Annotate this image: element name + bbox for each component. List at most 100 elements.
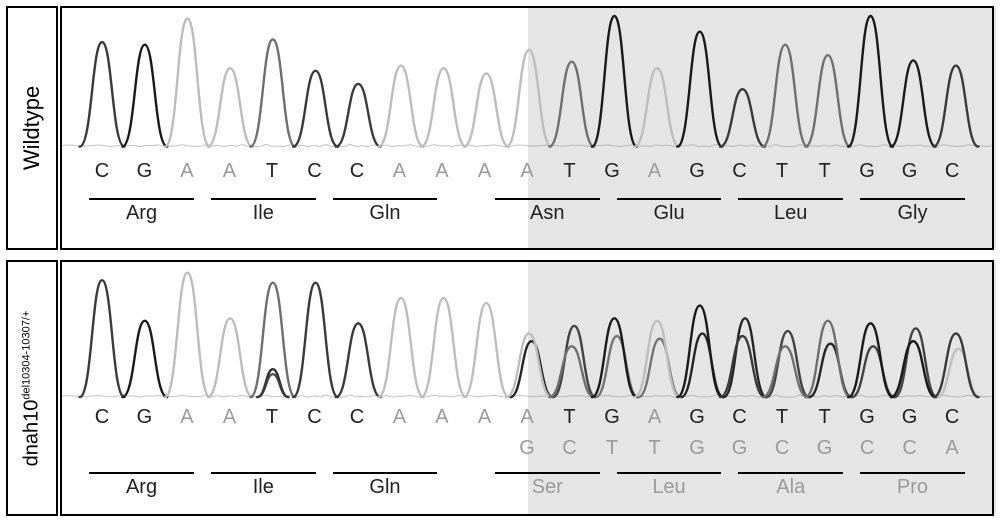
amino-acid-underline [738,198,843,200]
base-letter: A [208,406,251,429]
amino-acid-label: Ile [253,202,274,225]
base-letter: C [931,406,974,429]
base-letter: C [336,406,379,429]
base-letter: T [761,160,804,183]
base-letter: C [336,160,379,183]
base-letter: C [888,437,931,460]
base-letter: G [676,160,719,183]
amino-acid-underline [738,472,843,474]
base-letter: T [251,406,294,429]
base-letter: G [506,437,549,460]
base-letter: G [591,160,634,183]
chromatogram-trace-wildtype [62,12,992,149]
base-letter: C [293,406,336,429]
base-letter: T [548,160,591,183]
amino-acid-cell: Leu [608,472,730,499]
amino-acid-underline [89,198,194,200]
amino-acid-underline [860,198,965,200]
amino-acid-cell: Glu [608,198,730,225]
track-label-text: Wildtype [19,86,45,170]
base-letter: C [81,406,124,429]
amino-acid-cell: Leu [730,198,852,225]
track-label-text: dnah10del10304-10307/+ [21,310,44,466]
base-letter: A [378,160,421,183]
amino-acid-cell: Ile [202,472,324,499]
amino-acid-cell: Gly [852,198,974,225]
base-letter: G [803,437,846,460]
amino-acid-label: Arg [126,476,157,499]
base-letter: G [123,160,166,183]
amino-acid-label: Leu [652,476,685,499]
base-letter: A [166,160,209,183]
base-letter: A [463,160,506,183]
amino-acid-label: Glu [653,202,684,225]
amino-acid-label: Pro [897,476,928,499]
amino-acid-underline [211,472,316,474]
amino-acid-label: Leu [774,202,807,225]
amino-acid-underline [617,198,722,200]
base-letters-row: CGAATCCAAAATGAGCTTGGC [62,405,992,429]
amino-acid-underline [617,472,722,474]
base-letter: C [761,437,804,460]
base-letter: A [633,160,676,183]
amino-acid-underline [495,472,600,474]
chromatogram-panel-mutant: CGAATCCAAAATGAGCTTGGC GCTTGGCGCCA ArgIle… [60,260,994,516]
base-letter: T [251,160,294,183]
amino-acid-label: Gln [369,476,400,499]
base-letters-row-secondary: GCTTGGCGCCA [62,436,992,460]
base-letter: A [463,406,506,429]
amino-acid-label: Ser [532,476,563,499]
base-letter: T [633,437,676,460]
base-letter: G [676,406,719,429]
base-letter: A [506,160,549,183]
base-letter: G [846,406,889,429]
amino-acid-underline [495,198,600,200]
amino-acid-cell: Arg [81,472,203,499]
amino-acid-label: Arg [126,202,157,225]
amino-acid-row: Arg Ile Gln Ser Leu Ala Pro [62,472,992,514]
amino-acid-underline [333,472,438,474]
base-letter: G [888,160,931,183]
base-letter: A [421,160,464,183]
base-letter: A [166,406,209,429]
base-letter: T [803,406,846,429]
amino-acid-cell: Gln [324,472,446,499]
base-letter: C [718,406,761,429]
chromatogram-trace-mutant [62,266,992,399]
amino-acid-cell: Ile [202,198,324,225]
base-letter: C [846,437,889,460]
amino-acid-row: Arg Ile Gln Asn Glu Leu Gly [62,198,992,248]
amino-acid-underline [211,198,316,200]
amino-acid-cell: Gln [324,198,446,225]
base-letter: A [931,437,974,460]
chromatogram-panel-wildtype: CGAATCCAAAATGAGCTTGGC ArgIleGlnAsnGluLeu… [60,6,994,250]
track-label-mutant: dnah10del10304-10307/+ [6,260,58,516]
base-letters-row: CGAATCCAAAATGAGCTTGGC [62,159,992,183]
amino-acid-label: Ala [776,476,805,499]
base-letter: A [506,406,549,429]
base-letter: G [123,406,166,429]
base-letter: G [718,437,761,460]
base-letter: T [761,406,804,429]
amino-acid-underline [860,472,965,474]
base-letter: A [208,160,251,183]
amino-acid-label: Gly [897,202,927,225]
base-letter: C [548,437,591,460]
base-letter: C [931,160,974,183]
amino-acid-cell: Ala [730,472,852,499]
base-letter: G [846,160,889,183]
amino-acid-cell: Asn [486,198,608,225]
amino-acid-cell: Pro [852,472,974,499]
base-letter: G [591,406,634,429]
base-letter: C [81,160,124,183]
base-letter: T [803,160,846,183]
base-letter: C [718,160,761,183]
track-label-wildtype: Wildtype [6,6,58,250]
base-letter: T [548,406,591,429]
amino-acid-label: Gln [369,202,400,225]
base-letter: G [888,406,931,429]
amino-acid-cell: Arg [81,198,203,225]
base-letter: T [591,437,634,460]
amino-acid-cell: Ser [486,472,608,499]
base-letter: C [293,160,336,183]
